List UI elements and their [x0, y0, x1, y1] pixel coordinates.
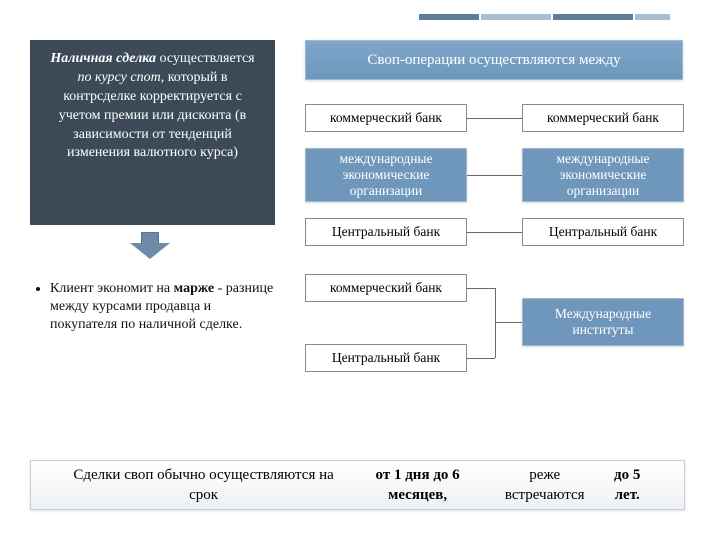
diagram-node: коммерческий банк — [522, 104, 684, 132]
diagram-node: коммерческий банк — [305, 104, 467, 132]
margin-bullet: Клиент экономит на марже - разнице между… — [30, 280, 275, 335]
connector-line — [495, 288, 496, 358]
connector-line — [467, 358, 495, 359]
connector-line — [467, 288, 495, 289]
bottom-note: Сделки своп обычно осуществляются на сро… — [30, 460, 685, 510]
top-decor-bar — [419, 14, 670, 20]
swap-header: Своп-операции осуществляются между — [305, 40, 683, 80]
spot-description-box: Наличная сделка осуществляется по курсу … — [30, 40, 275, 225]
connector-line — [467, 232, 522, 233]
diagram-node: международные экономические организации — [522, 148, 684, 202]
margin-bullet-text: Клиент экономит на марже - разнице между… — [50, 280, 275, 335]
diagram-node: Центральный банк — [305, 344, 467, 372]
diagram-node: Центральный банк — [305, 218, 467, 246]
diagram-node: международные экономические организации — [305, 148, 467, 202]
diagram-node: Международные институты — [522, 298, 684, 346]
connector-line — [467, 175, 522, 176]
down-arrow-icon — [130, 232, 170, 260]
connector-line — [495, 322, 523, 323]
connector-line — [467, 118, 522, 119]
diagram-node: Центральный банк — [522, 218, 684, 246]
diagram-node: коммерческий банк — [305, 274, 467, 302]
